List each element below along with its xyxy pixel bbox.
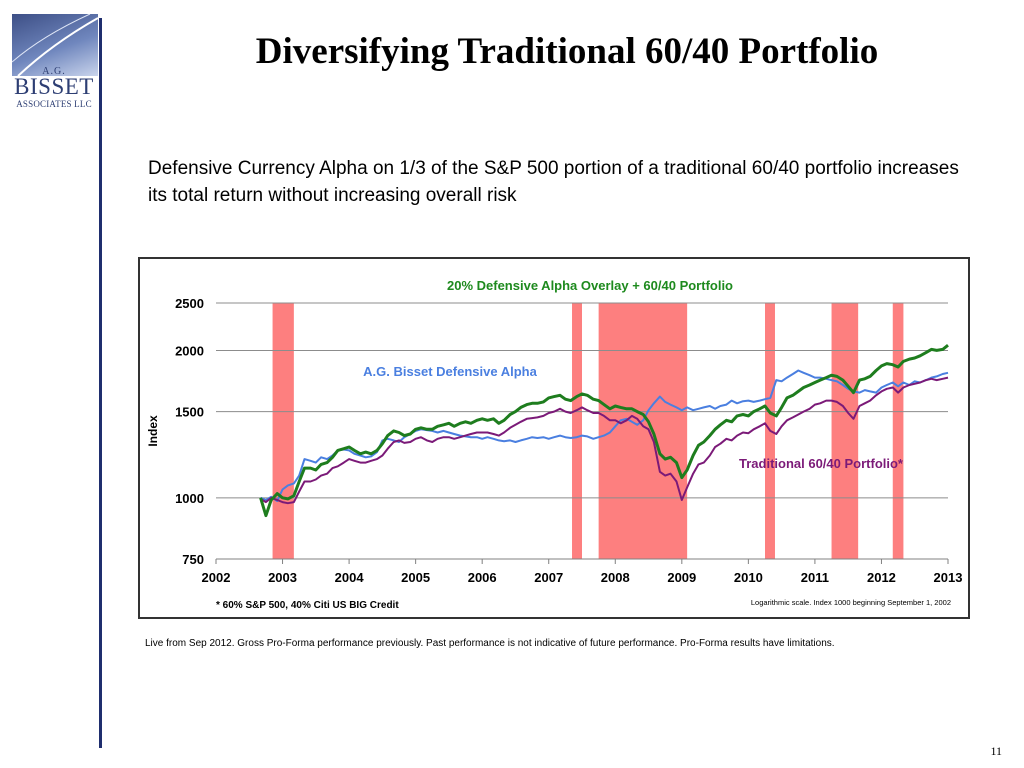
annotation-traditional-portfolio: Traditional 60/40 Portfolio* — [739, 456, 904, 471]
vertical-divider — [99, 18, 102, 748]
x-tick-label-2012: 2012 — [867, 570, 896, 585]
annotation-defensive-alpha: A.G. Bisset Defensive Alpha — [363, 364, 537, 379]
series-line-0 — [260, 369, 949, 502]
note-left: * 60% S&P 500, 40% Citi US BIG Credit — [216, 600, 399, 611]
page-subtitle: Defensive Currency Alpha on 1/3 of the S… — [148, 158, 959, 206]
shaded-period-0 — [272, 303, 294, 559]
shaded-period-2 — [598, 303, 688, 559]
disclaimer-footnote: Live from Sep 2012. Gross Pro-Forma perf… — [145, 638, 835, 649]
y-tick-label-1500: 1500 — [175, 405, 204, 420]
y-tick-label-750: 750 — [182, 552, 204, 567]
x-tick-label-2007: 2007 — [534, 570, 563, 585]
x-tick-label-2004: 2004 — [335, 570, 365, 585]
shaded-period-1 — [572, 303, 582, 559]
x-tick-label-2009: 2009 — [667, 570, 696, 585]
series-line-2 — [259, 344, 949, 518]
x-tick-label-2010: 2010 — [734, 570, 763, 585]
chart-frame: 750 1000 1500 2000 2500 2002 2003 2004 2005 2006 2… — [138, 257, 970, 619]
x-tick-label-2003: 2003 — [268, 570, 297, 585]
x-tick-label-2006: 2006 — [468, 570, 497, 585]
x-tick-label-2002: 2002 — [202, 570, 231, 585]
shaded-period-5 — [892, 303, 904, 559]
logo-line-2: BISSET — [14, 74, 94, 99]
company-logo: A.G. BISSET ASSOCIATES LLC — [8, 14, 100, 118]
x-tick-label-2005: 2005 — [401, 570, 430, 585]
x-tick-label-2013: 2013 — [934, 570, 963, 585]
shaded-period-4 — [831, 303, 859, 559]
page-title: Diversifying Traditional 60/40 Portfolio — [255, 31, 879, 72]
logo-line-1: A.G. — [42, 66, 66, 77]
line-chart: 750 1000 1500 2000 2500 2002 2003 2004 2005 2006 2… — [146, 278, 963, 611]
logo-line-3: ASSOCIATES LLC — [16, 99, 92, 109]
page-number: 11 — [990, 744, 1002, 758]
note-right: Logarithmic scale. Index 1000 beginning … — [751, 598, 951, 607]
logo-arc-graphic — [12, 14, 98, 76]
y-axis-label: Index — [146, 415, 160, 447]
x-tick-label-2011: 2011 — [801, 570, 829, 585]
x-tick-label-2008: 2008 — [601, 570, 630, 585]
y-tick-label-2000: 2000 — [175, 343, 204, 358]
series-line-1 — [260, 376, 949, 505]
chart-title: 20% Defensive Alpha Overlay + 60/40 Port… — [447, 278, 733, 293]
logo-emblem — [12, 14, 98, 76]
y-tick-label-2500: 2500 — [175, 296, 204, 311]
y-tick-label-1000: 1000 — [175, 491, 204, 506]
